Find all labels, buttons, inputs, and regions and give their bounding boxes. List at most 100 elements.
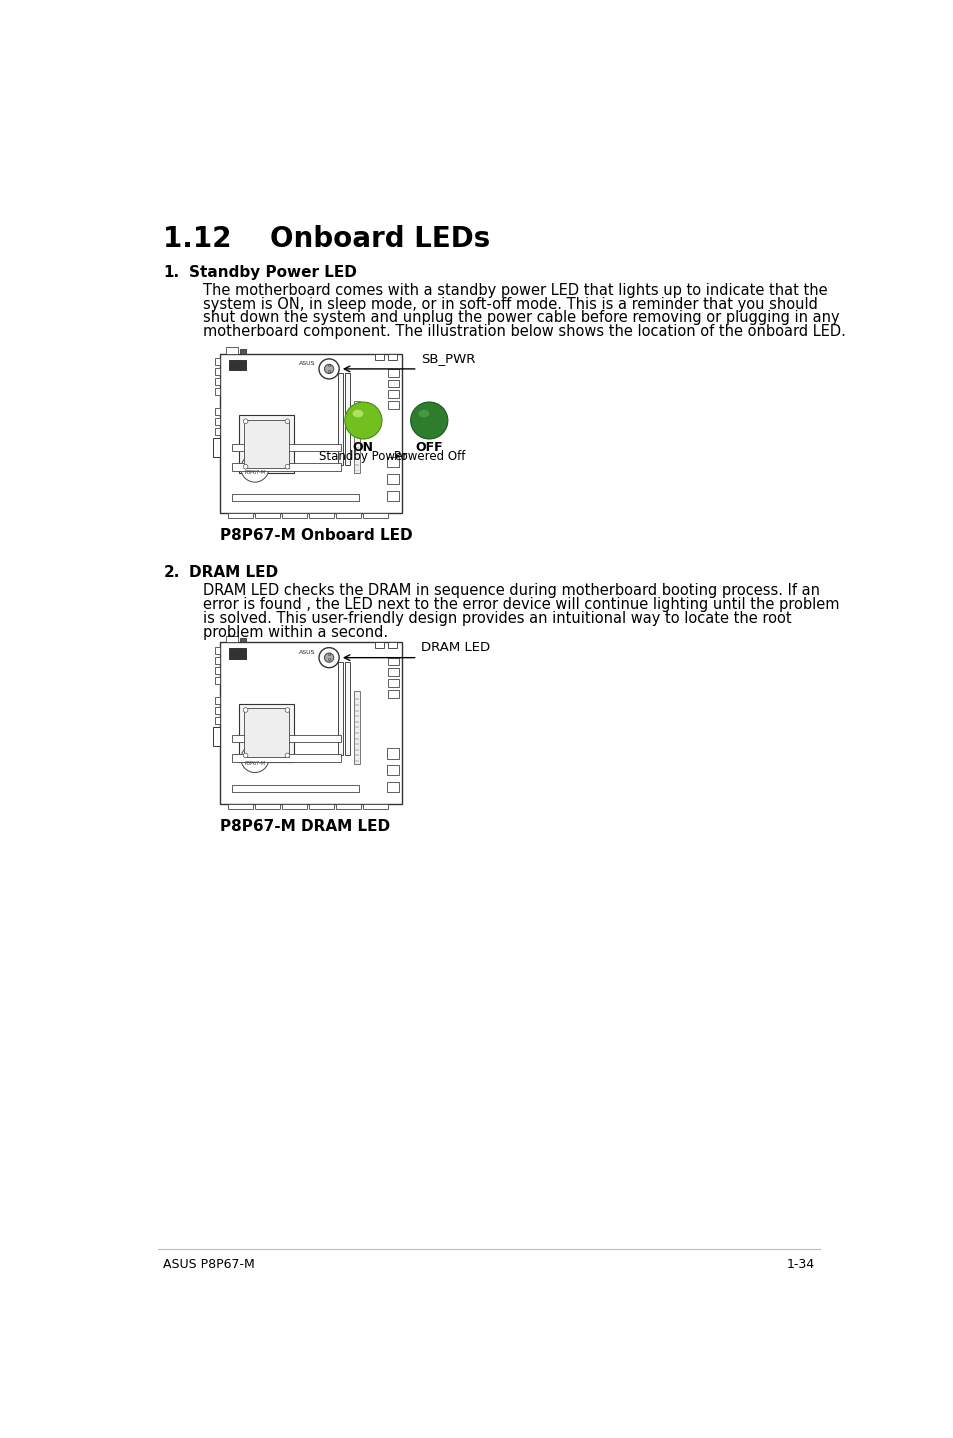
Bar — [228, 804, 253, 808]
Bar — [355, 441, 359, 444]
Bar — [226, 636, 237, 643]
Bar — [355, 447, 359, 450]
Circle shape — [285, 707, 290, 712]
Text: o: o — [327, 657, 331, 663]
Circle shape — [285, 464, 290, 469]
Bar — [220, 354, 402, 513]
Bar — [388, 391, 398, 398]
Bar — [355, 705, 359, 706]
Bar — [309, 804, 334, 808]
Text: P8P67-M Onboard LED: P8P67-M Onboard LED — [220, 528, 413, 544]
Bar — [355, 738, 359, 739]
Bar — [229, 360, 246, 371]
Bar — [355, 761, 359, 762]
Text: OFF: OFF — [415, 441, 442, 454]
Circle shape — [243, 418, 248, 424]
Text: o: o — [327, 651, 331, 657]
Bar — [214, 368, 220, 375]
Bar — [375, 354, 384, 360]
Text: ASUS P8P67-M: ASUS P8P67-M — [163, 1258, 254, 1271]
Bar — [355, 749, 359, 751]
Text: 1.12    Onboard LEDs: 1.12 Onboard LEDs — [163, 224, 490, 253]
Bar — [388, 690, 398, 697]
Bar — [388, 354, 397, 360]
Bar — [386, 473, 398, 485]
Bar — [239, 416, 294, 473]
Text: shut down the system and unplug the power cable before removing or plugging in a: shut down the system and unplug the powe… — [203, 311, 839, 325]
Text: is solved. This user-friendly design provides an intuitional way to locate the r: is solved. This user-friendly design pro… — [203, 611, 791, 626]
Bar — [354, 690, 359, 764]
Bar — [229, 649, 246, 659]
Text: DRAM LED checks the DRAM in sequence during motherboard booting process. If an: DRAM LED checks the DRAM in sequence dur… — [203, 582, 819, 598]
Bar — [240, 637, 246, 643]
Circle shape — [243, 754, 248, 758]
Bar — [228, 513, 253, 518]
Bar — [355, 414, 359, 416]
Bar — [388, 657, 398, 666]
Bar — [214, 718, 220, 723]
Bar — [388, 370, 398, 377]
Bar — [232, 785, 358, 792]
Text: o: o — [327, 364, 331, 368]
Circle shape — [344, 403, 381, 439]
Circle shape — [285, 418, 290, 424]
Bar — [388, 643, 397, 649]
Bar — [213, 439, 220, 457]
Bar — [214, 378, 220, 385]
Bar — [338, 661, 343, 755]
Text: Standby Power LED: Standby Power LED — [189, 265, 356, 280]
Bar — [388, 679, 398, 687]
Bar — [214, 677, 220, 684]
Text: motherboard component. The illustration below shows the location of the onboard : motherboard component. The illustration … — [203, 324, 845, 339]
Bar — [282, 804, 307, 808]
Circle shape — [324, 653, 334, 663]
Bar — [214, 429, 220, 436]
Bar — [214, 408, 220, 416]
Bar — [355, 743, 359, 745]
Bar — [355, 459, 359, 460]
Bar — [355, 426, 359, 427]
Text: DRAM LED: DRAM LED — [421, 641, 490, 654]
Bar — [214, 697, 220, 703]
Text: 1-34: 1-34 — [785, 1258, 814, 1271]
Bar — [214, 647, 220, 654]
Bar — [355, 464, 359, 466]
Text: problem within a second.: problem within a second. — [203, 624, 388, 640]
Bar — [355, 420, 359, 421]
Circle shape — [243, 707, 248, 712]
Text: o: o — [327, 368, 331, 374]
Text: ASUS: ASUS — [299, 650, 315, 654]
Text: P8P67-M DRAM LED: P8P67-M DRAM LED — [220, 820, 390, 834]
Bar — [355, 431, 359, 433]
Text: DRAM LED: DRAM LED — [189, 565, 278, 581]
Text: ON: ON — [353, 441, 374, 454]
Bar — [355, 720, 359, 723]
Circle shape — [318, 647, 339, 667]
Text: 2.: 2. — [163, 565, 179, 581]
Text: system is ON, in sleep mode, or in soft-off mode. This is a reminder that you sh: system is ON, in sleep mode, or in soft-… — [203, 296, 817, 312]
Bar — [232, 493, 358, 502]
Bar — [355, 709, 359, 712]
Text: ASUS: ASUS — [299, 361, 315, 367]
Bar — [386, 748, 398, 758]
Circle shape — [318, 360, 339, 380]
Bar — [338, 372, 343, 466]
Circle shape — [243, 464, 248, 469]
Circle shape — [324, 364, 334, 374]
Bar — [355, 453, 359, 454]
Bar — [388, 669, 398, 676]
Bar — [386, 765, 398, 775]
Text: The motherboard comes with a standby power LED that lights up to indicate that t: The motherboard comes with a standby pow… — [203, 283, 826, 298]
Bar — [309, 513, 334, 518]
Bar — [355, 755, 359, 756]
Bar — [214, 707, 220, 713]
Bar — [232, 754, 340, 762]
Bar — [214, 418, 220, 426]
Bar — [214, 358, 220, 365]
Text: SB_PWR: SB_PWR — [421, 352, 476, 365]
Bar — [355, 732, 359, 733]
Bar — [226, 348, 237, 354]
Bar — [386, 457, 398, 467]
Text: Standby Power: Standby Power — [319, 450, 407, 463]
Text: error is found , the LED next to the error device will continue lighting until t: error is found , the LED next to the err… — [203, 597, 839, 611]
